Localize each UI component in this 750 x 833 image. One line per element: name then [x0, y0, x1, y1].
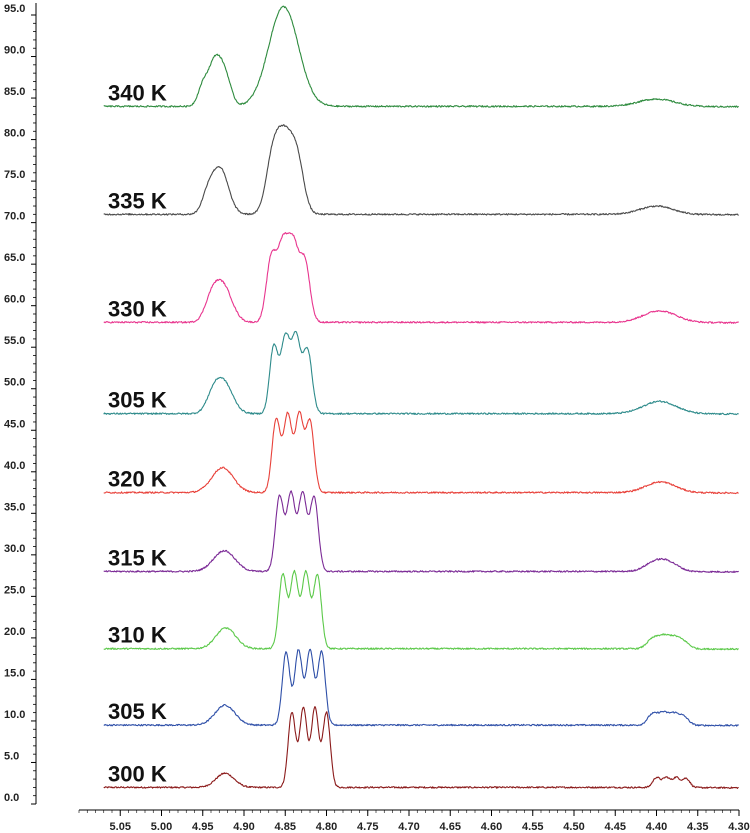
spectrum-line [103, 124, 739, 216]
y-tick-label: 85.0 [4, 86, 25, 98]
x-axis: 5.05 5.00 4.95 4.90 4.85 4.80 4.75 4.70 4.65 4.60… [78, 809, 750, 833]
x-tick-label: 4.60 [481, 821, 502, 833]
y-tick-label: 30.0 [4, 543, 25, 555]
x-tick-label: 4.65 [440, 821, 461, 833]
y-tick-label: 40.0 [4, 460, 25, 472]
x-tick-label: 4.80 [316, 821, 337, 833]
series-labels: 300 K 305 K 310 K 315 K 320 K 305 K 330 K 335 K… [108, 80, 167, 786]
spectrum-line [103, 648, 739, 727]
x-tick-label: 4.75 [357, 821, 378, 833]
x-tick-label: 5.00 [151, 821, 172, 833]
y-tick-label: 65.0 [4, 252, 25, 264]
series-label: 330 K [108, 296, 167, 321]
x-tick-label: 5.05 [110, 821, 131, 833]
y-tick-label: 95.0 [4, 3, 25, 15]
series-label: 310 K [108, 623, 167, 648]
series-label: 340 K [108, 80, 167, 105]
x-tick-label: 4.55 [522, 821, 543, 833]
y-tick-label: 20.0 [4, 626, 25, 638]
y-tick-label: 60.0 [4, 294, 25, 306]
y-tick-label: 50.0 [4, 377, 25, 389]
spectrum-line [103, 410, 739, 495]
spectrum-line [103, 5, 739, 108]
y-tick-label: 0.0 [4, 792, 19, 804]
y-tick-label: 5.0 [4, 750, 19, 762]
x-tick-label: 4.85 [275, 821, 296, 833]
spectrum-line [103, 569, 739, 651]
x-tick-label: 4.90 [233, 821, 254, 833]
y-tick-label: 25.0 [4, 584, 25, 596]
x-tick-label: 4.35 [687, 821, 708, 833]
y-tick-label: 10.0 [4, 709, 25, 721]
spectrum-line [103, 232, 739, 324]
y-tick-label: 80.0 [4, 128, 25, 140]
spectra-group [103, 5, 739, 789]
x-tick-label: 4.70 [398, 821, 419, 833]
series-label: 315 K [108, 545, 167, 570]
x-tick-label: 4.95 [192, 821, 213, 833]
y-tick-label: 45.0 [4, 418, 25, 430]
x-tick-label: 4.50 [563, 821, 584, 833]
x-tick-label: 4.30 [728, 821, 749, 833]
y-tick-label: 35.0 [4, 501, 25, 513]
spectrum-line [103, 330, 739, 416]
series-label: 320 K [108, 467, 167, 492]
y-tick-label: 15.0 [4, 667, 25, 679]
x-tick-label: 4.40 [646, 821, 667, 833]
x-tick-label: 4.45 [605, 821, 626, 833]
series-label: 335 K [108, 188, 167, 213]
series-label: 300 K [108, 761, 167, 786]
y-axis: 0.0 5.0 10.0 15.0 20.0 25.0 30.0 35.0 40.0 45.0 50… [4, 3, 37, 805]
y-tick-label: 55.0 [4, 335, 25, 347]
y-tick-label: 90.0 [4, 45, 25, 57]
y-tick-label: 75.0 [4, 169, 25, 181]
y-tick-label: 70.0 [4, 211, 25, 223]
spectrum-line [103, 706, 739, 789]
series-label: 305 K [108, 388, 167, 413]
spectrum-line [103, 490, 739, 574]
series-label: 305 K [108, 699, 167, 724]
